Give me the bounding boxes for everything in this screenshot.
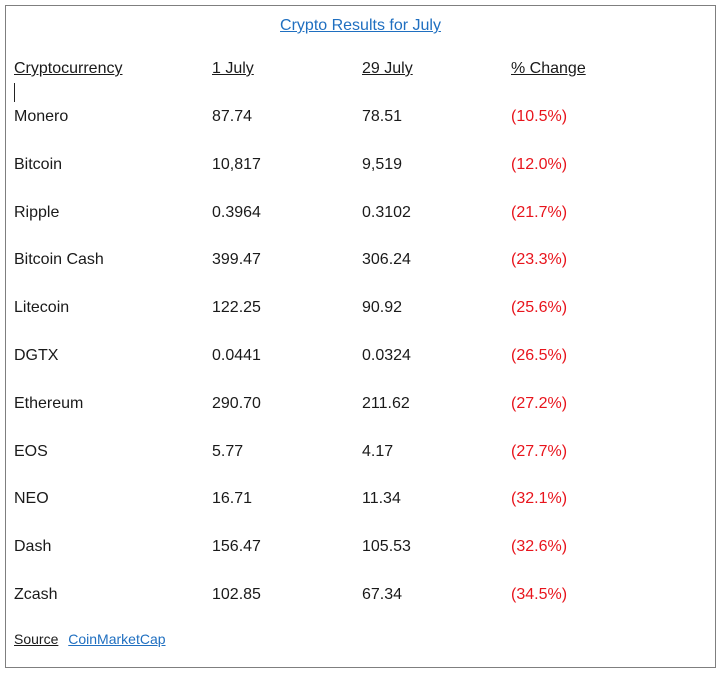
cell-cryptocurrency: Zcash — [14, 586, 58, 603]
table-row: Bitcoin 10,817 9,519 (12.0%) — [6, 154, 715, 176]
cell-1-july: 16.71 — [212, 490, 253, 508]
cell-29-july: 9,519 — [362, 155, 403, 173]
cell-percent-change: (27.2%) — [511, 394, 568, 412]
document-frame: Crypto Results for July Cryptocurrency 1… — [5, 5, 716, 668]
cell-percent-change: (10.5%) — [511, 108, 568, 125]
cell-percent-change: (26.5%) — [511, 347, 568, 364]
cell-1-july: 5.77 — [212, 442, 244, 460]
cell-percent-change: (12.0%) — [511, 155, 568, 173]
cell-cryptocurrency: NEO — [14, 490, 49, 508]
table-row: Zcash 102.85 67.34 (34.5%) — [6, 584, 715, 606]
cell-29-july: 105.53 — [362, 538, 411, 556]
cell-29-july: 4.17 — [362, 442, 394, 460]
text-cursor — [14, 83, 15, 102]
cell-29-july: 78.51 — [362, 108, 403, 125]
table-row: EOS 5.77 4.17 (27.7%) — [6, 441, 715, 463]
table-row: Monero 87.74 78.51 (10.5%) — [6, 106, 715, 128]
source-link[interactable]: CoinMarketCap — [68, 631, 166, 647]
cell-cryptocurrency: Dash — [14, 538, 52, 556]
cell-29-july: 306.24 — [362, 251, 411, 269]
cell-percent-change: (23.3%) — [511, 251, 568, 269]
table-row: Ethereum 290.70 211.62 (27.2%) — [6, 393, 715, 415]
table-row: DGTX 0.0441 0.0324 (26.5%) — [6, 345, 715, 367]
cell-1-july: 102.85 — [212, 586, 261, 603]
cell-percent-change: (21.7%) — [511, 203, 568, 221]
cell-percent-change: (32.6%) — [511, 538, 568, 556]
cell-1-july: 10,817 — [212, 155, 261, 173]
cell-percent-change: (32.1%) — [511, 490, 568, 508]
table-header: Cryptocurrency 1 July 29 July % Change — [6, 58, 715, 80]
cell-29-july: 211.62 — [362, 394, 410, 412]
source-label: Source — [14, 631, 59, 647]
cell-percent-change: (27.7%) — [511, 442, 568, 460]
cell-cryptocurrency: Ripple — [14, 203, 60, 221]
cell-cryptocurrency: Litecoin — [14, 299, 70, 317]
header-29-july: 29 July — [362, 60, 413, 77]
cell-cryptocurrency: DGTX — [14, 347, 59, 364]
table-row: NEO 16.71 11.34 (32.1%) — [6, 488, 715, 510]
cell-29-july: 11.34 — [362, 490, 401, 508]
header-1-july: 1 July — [212, 60, 254, 77]
cell-percent-change: (34.5%) — [511, 586, 568, 603]
title-link[interactable]: Crypto Results for July — [280, 17, 441, 34]
cell-cryptocurrency: Monero — [14, 108, 69, 125]
cell-29-july: 0.0324 — [362, 347, 411, 364]
cell-cryptocurrency: Bitcoin Cash — [14, 251, 104, 269]
cell-29-july: 0.3102 — [362, 203, 411, 221]
cell-1-july: 290.70 — [212, 394, 261, 412]
header-cryptocurrency: Cryptocurrency — [14, 60, 123, 77]
cell-29-july: 67.34 — [362, 586, 403, 603]
cell-cryptocurrency: EOS — [14, 442, 48, 460]
table-row: Bitcoin Cash 399.47 306.24 (23.3%) — [6, 249, 715, 271]
cell-1-july: 122.25 — [212, 299, 261, 317]
source-line: Source CoinMarketCap — [14, 630, 166, 648]
cell-percent-change: (25.6%) — [511, 299, 568, 317]
cell-cryptocurrency: Bitcoin — [14, 155, 63, 173]
cell-1-july: 0.0441 — [212, 347, 261, 364]
cell-1-july: 156.47 — [212, 538, 261, 556]
cell-cryptocurrency: Ethereum — [14, 394, 84, 412]
cell-29-july: 90.92 — [362, 299, 403, 317]
cell-1-july: 0.3964 — [212, 203, 261, 221]
table-row: Dash 156.47 105.53 (32.6%) — [6, 536, 715, 558]
cell-1-july: 399.47 — [212, 251, 261, 269]
table-row: Ripple 0.3964 0.3102 (21.7%) — [6, 202, 715, 224]
header-percent-change: % Change — [511, 60, 586, 77]
cell-1-july: 87.74 — [212, 108, 253, 125]
page-title: Crypto Results for July — [6, 16, 715, 36]
table-row: Litecoin 122.25 90.92 (25.6%) — [6, 297, 715, 319]
